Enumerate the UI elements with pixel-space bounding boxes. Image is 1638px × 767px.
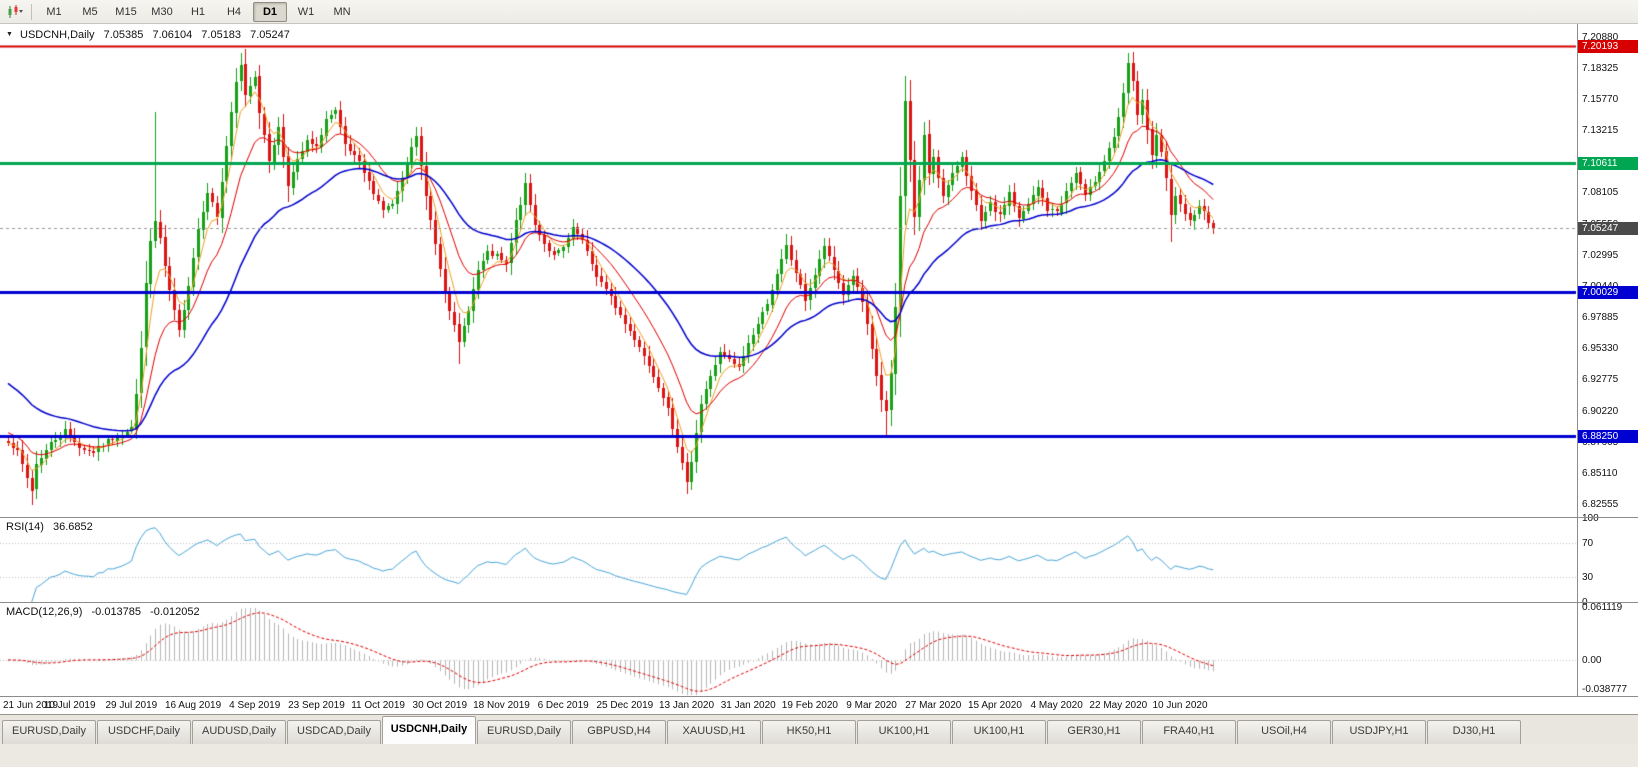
date-label: 6 Dec 2019 xyxy=(537,700,589,711)
timeframe-button-MN[interactable]: MN xyxy=(333,5,351,18)
price-axis-label: 7.13215 xyxy=(1582,125,1619,137)
date-label: 13 Jan 2020 xyxy=(659,700,715,711)
chart-tab-USDCNH-Daily[interactable]: USDCNH,Daily xyxy=(382,716,476,744)
price-axis-label: 6.95330 xyxy=(1582,343,1619,355)
candlestick-chart-icon[interactable] xyxy=(4,3,26,21)
price-axis-label: 6.90220 xyxy=(1582,405,1619,417)
date-label: 23 Sep 2019 xyxy=(288,700,345,711)
timeframe-button-M30[interactable]: M30 xyxy=(151,5,173,18)
chart-tab-FRA40-H1[interactable]: FRA40,H1 xyxy=(1142,720,1236,744)
chart-tab-EURUSD-Daily[interactable]: EURUSD,Daily xyxy=(477,720,571,744)
chart-tab-XAUUSD-H1[interactable]: XAUUSD,H1 xyxy=(667,720,761,744)
price-axis-label: 7.15770 xyxy=(1582,93,1619,105)
price-chart-canvas[interactable] xyxy=(0,24,1577,696)
price-axis[interactable]: 7.208807.183257.157707.132157.106607.081… xyxy=(1577,24,1638,696)
price-axis-label: 6.97885 xyxy=(1582,312,1619,324)
pane-separator-macd[interactable] xyxy=(0,602,1638,603)
rsi-axis-label: 30 xyxy=(1582,571,1594,583)
chart-symbol-label: USDCNH,Daily xyxy=(20,29,95,41)
macd-axis-label: 0.00 xyxy=(1582,654,1602,666)
toolbar-separator xyxy=(31,3,32,20)
rsi-indicator-label: RSI(14) 36.6852 xyxy=(6,521,93,533)
current-price-line-badge: 7.05247 xyxy=(1578,222,1638,236)
date-label: 10 Jun 2020 xyxy=(1152,700,1208,711)
chart-tab-USDCHF-Daily[interactable]: USDCHF,Daily xyxy=(97,720,191,744)
macd-name: MACD(12,26,9) xyxy=(6,606,83,618)
timeframe-button-M1[interactable]: M1 xyxy=(46,5,62,18)
macd-axis-label: 0.061119 xyxy=(1582,601,1623,613)
date-label: 25 Dec 2019 xyxy=(596,700,654,711)
price-axis-label: 7.18325 xyxy=(1582,62,1619,74)
date-label: 22 May 2020 xyxy=(1089,700,1148,711)
chart-tab-GER30-H1[interactable]: GER30,H1 xyxy=(1047,720,1141,744)
date-label: 4 Sep 2019 xyxy=(229,700,281,711)
date-label: 11 Oct 2019 xyxy=(351,700,405,711)
bottom-strip xyxy=(0,744,1638,767)
ohlc-low: 7.05183 xyxy=(201,29,242,41)
timeframe-button-M5[interactable]: M5 xyxy=(82,5,98,18)
macd-signal-value: -0.012052 xyxy=(150,606,200,618)
macd-indicator-label: MACD(12,26,9) -0.013785 -0.012052 xyxy=(6,606,200,618)
ohlc-close: 7.05247 xyxy=(250,29,290,41)
timeframe-button-D1[interactable]: D1 xyxy=(253,1,287,22)
chart-tab-UK100-H1[interactable]: UK100,H1 xyxy=(952,720,1046,744)
rsi-axis-label: 70 xyxy=(1582,538,1594,550)
macd-value: -0.013785 xyxy=(91,606,142,618)
mid-level-line-badge: 7.10611 xyxy=(1578,156,1638,170)
date-label: 4 May 2020 xyxy=(1030,700,1083,711)
price-axis-label: 6.82555 xyxy=(1582,498,1619,510)
price-axis-label: 7.20880 xyxy=(1582,31,1619,43)
timeframe-buttons-group: M1 M5 M15 M30 H1 H4 D1 W1 MN xyxy=(37,1,359,22)
date-label: 29 Jul 2019 xyxy=(105,700,158,711)
price-axis-label: 7.02995 xyxy=(1582,249,1619,261)
rsi-axis-label: 100 xyxy=(1582,513,1599,524)
timeframe-button-H1[interactable]: H1 xyxy=(190,5,206,18)
date-label: 21 Jun 2019 xyxy=(3,700,59,711)
support-line-1-badge: 7.00029 xyxy=(1578,285,1638,299)
timeframe-toolbar: M1 M5 M15 M30 H1 H4 D1 W1 MN xyxy=(0,0,1638,24)
time-axis[interactable]: 21 Jun 2019 10 Jul 2019 29 Jul 2019 16 Aug … xyxy=(0,696,1638,714)
pane-separator-rsi[interactable] xyxy=(0,517,1638,518)
ohlc-open: 7.05385 xyxy=(103,29,144,41)
chart-tab-HK50-H1[interactable]: HK50,H1 xyxy=(762,720,856,744)
date-label: 19 Feb 2020 xyxy=(781,700,838,711)
chart-marker-icon: ▼ xyxy=(6,31,13,38)
resistance-line-badge: 7.20193 xyxy=(1578,40,1638,54)
support-line-2-badge: 6.88250 xyxy=(1578,429,1638,443)
date-label: 15 Apr 2020 xyxy=(967,700,1022,711)
chart-tab-USDJPY-H1[interactable]: USDJPY,H1 xyxy=(1332,720,1426,744)
timeframe-button-H4[interactable]: H4 xyxy=(226,5,242,18)
price-axis-label: 7.08105 xyxy=(1582,187,1619,199)
chart-tab-AUDUSD-Daily[interactable]: AUDUSD,Daily xyxy=(192,720,286,744)
timeframe-button-M15[interactable]: M15 xyxy=(115,5,137,18)
chart-tabs-bar: EURUSD,Daily USDCHF,Daily AUDUSD,Daily USDC… xyxy=(0,714,1638,744)
chart-tab-UK100-H1[interactable]: UK100,H1 xyxy=(857,720,951,744)
chart-tab-EURUSD-Daily[interactable]: EURUSD,Daily xyxy=(2,720,96,744)
date-label: 27 Mar 2020 xyxy=(905,700,962,711)
chart-tab-USOil-H4[interactable]: USOil,H4 xyxy=(1237,720,1331,744)
chart-ohlc-header: ▼ USDCNH,Daily 7.05385 7.06104 7.05183 7… xyxy=(6,29,290,41)
rsi-name: RSI(14) xyxy=(6,521,44,533)
date-label: 18 Nov 2019 xyxy=(473,700,530,711)
date-label: 30 Oct 2019 xyxy=(412,700,468,711)
date-label: 31 Jan 2020 xyxy=(720,700,776,711)
date-label: 10 Jul 2019 xyxy=(43,700,96,711)
ohlc-high: 7.06104 xyxy=(152,29,193,41)
date-label: 9 Mar 2020 xyxy=(846,700,897,711)
price-axis-label: 6.85110 xyxy=(1582,467,1618,479)
macd-axis-label: -0.038777 xyxy=(1582,684,1628,695)
timeframe-button-W1[interactable]: W1 xyxy=(297,5,315,18)
price-axis-label: 6.92775 xyxy=(1582,374,1619,386)
chart-tab-USDCAD-Daily[interactable]: USDCAD,Daily xyxy=(287,720,381,744)
rsi-value: 36.6852 xyxy=(52,521,93,533)
chart-tab-GBPUSD-H4[interactable]: GBPUSD,H4 xyxy=(572,720,666,744)
chart-tab-DJ30-H1[interactable]: DJ30,H1 xyxy=(1427,720,1521,744)
date-label: 16 Aug 2019 xyxy=(164,700,222,711)
